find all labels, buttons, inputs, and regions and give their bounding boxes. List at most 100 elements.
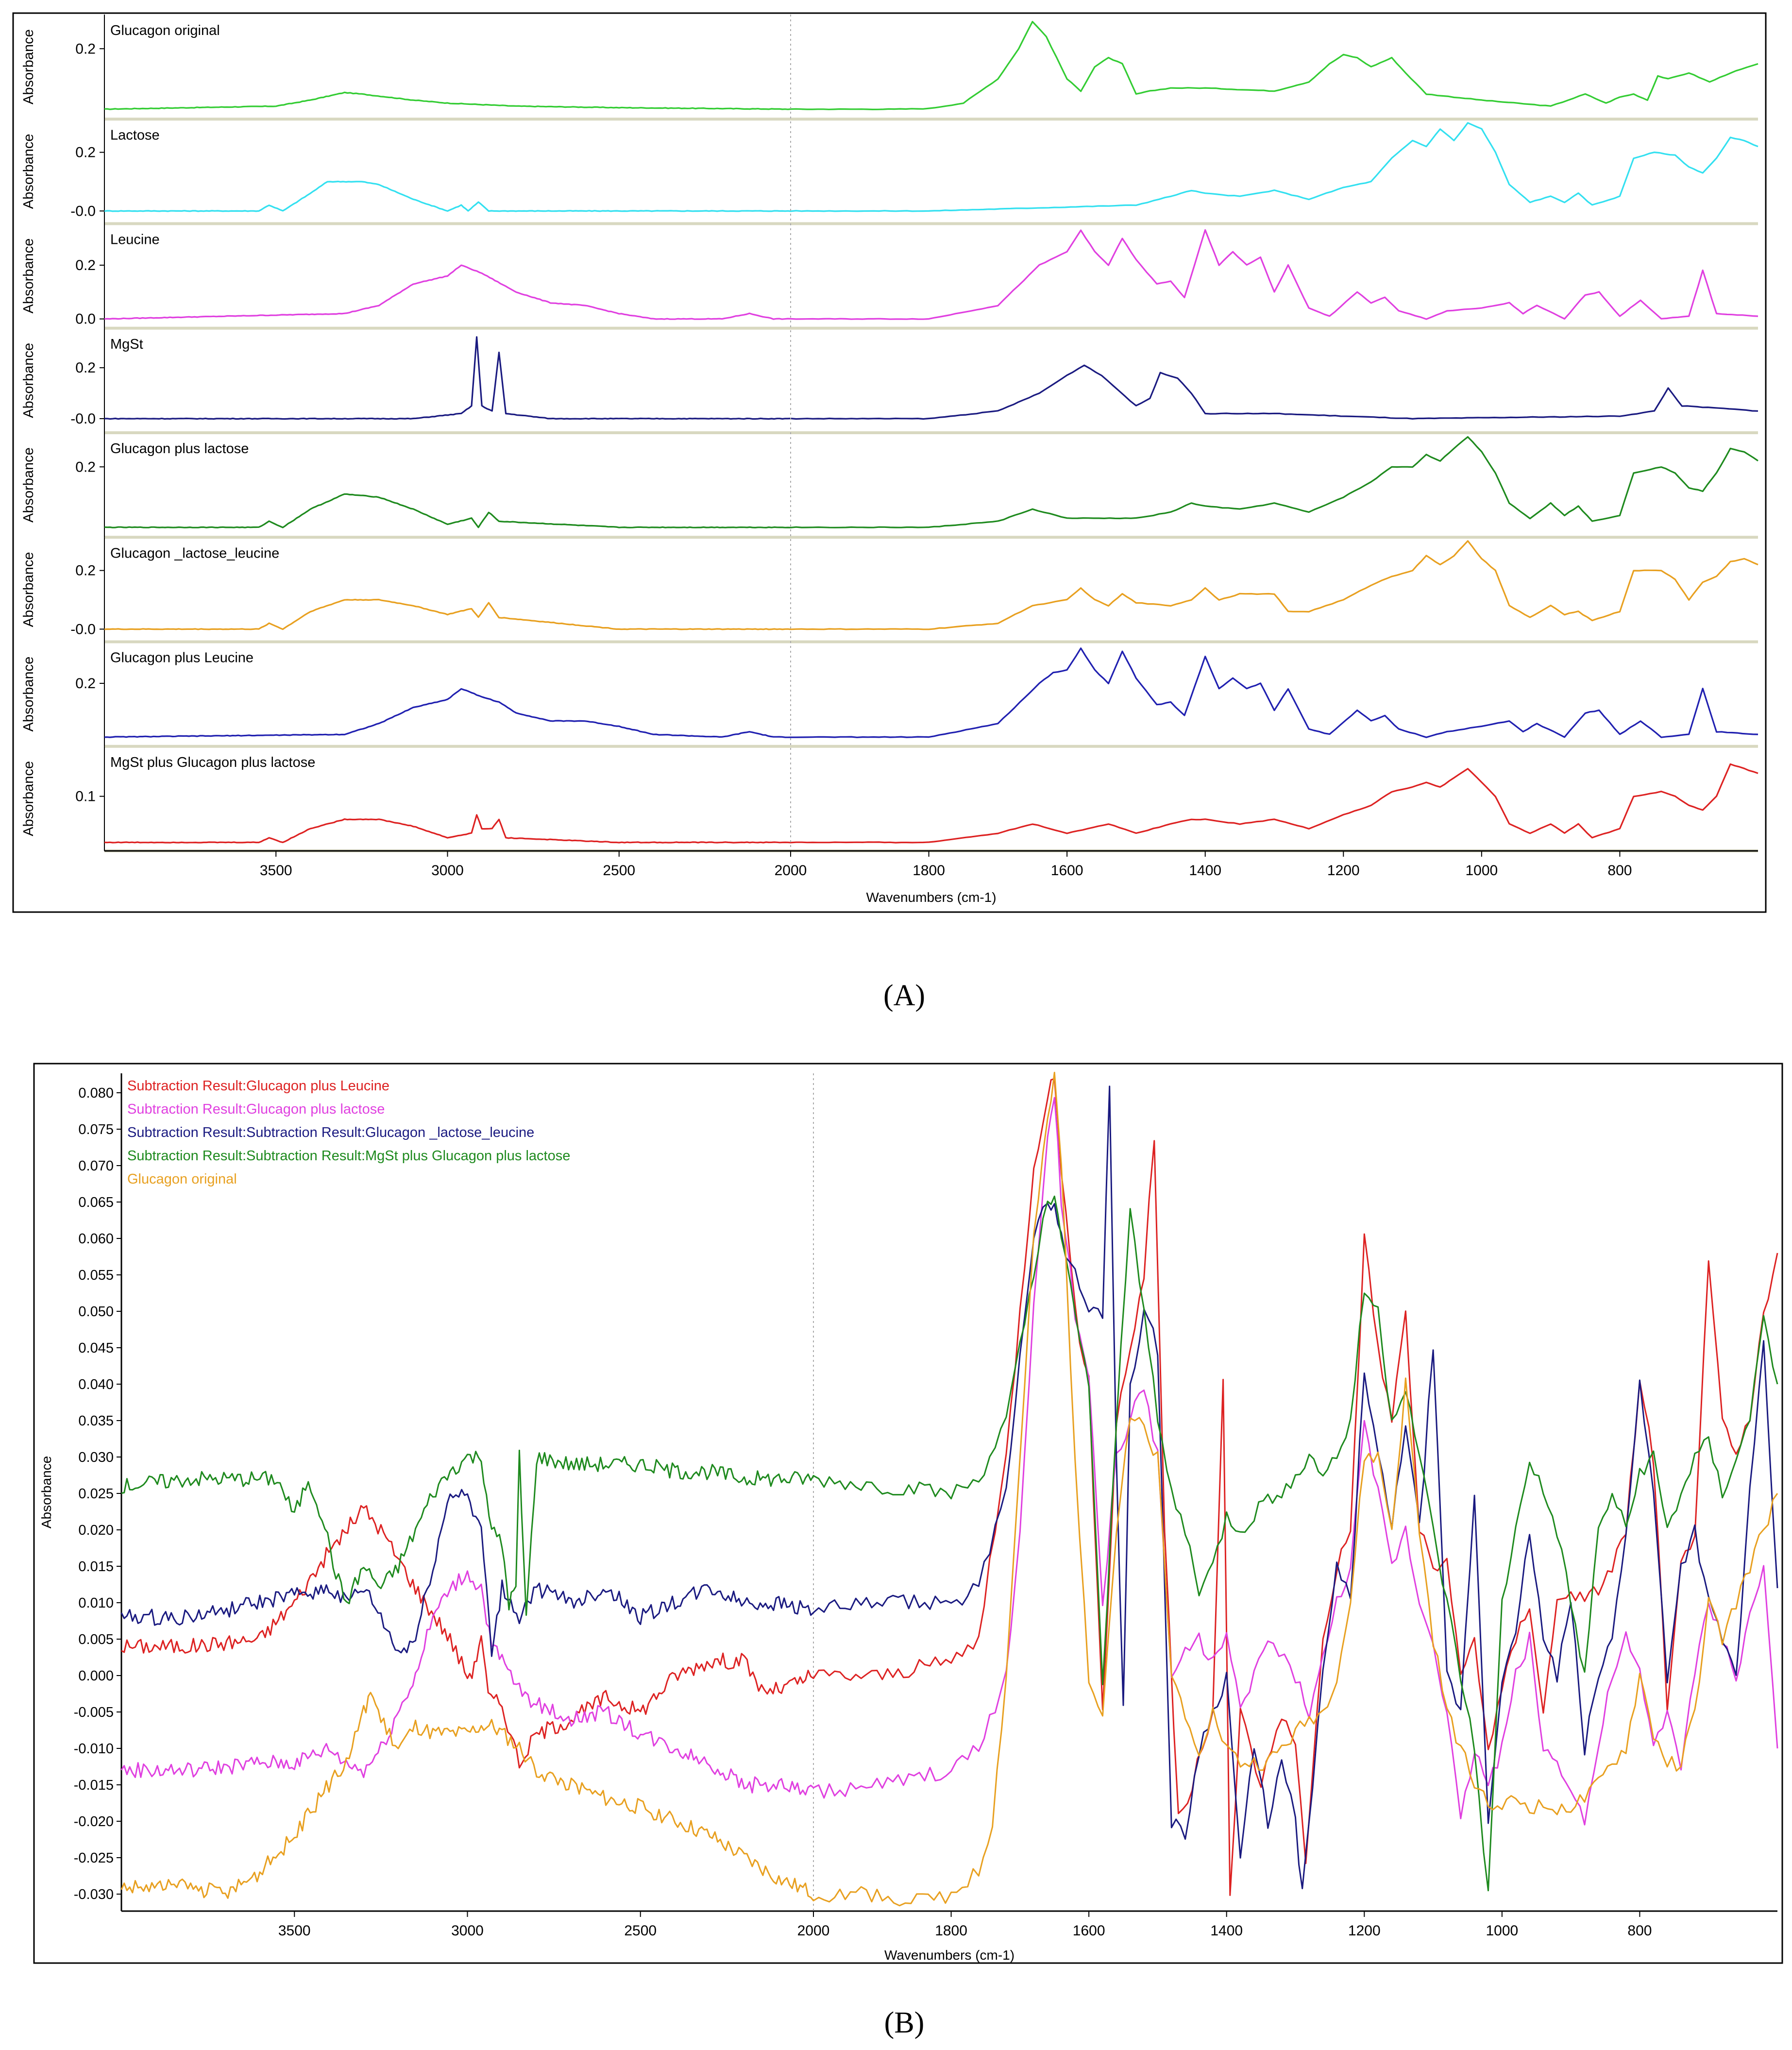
strip-1: 0.2 Absorbance Glucagon original — [21, 15, 1758, 121]
x-tick-label: 1600 — [1073, 1923, 1105, 1939]
x-tick-label: 1200 — [1327, 863, 1360, 879]
x-tick-label: 800 — [1607, 863, 1632, 879]
series-line — [104, 540, 1758, 630]
y-tick-label: 0.020 — [78, 1523, 114, 1538]
y-tick-label: 0.000 — [78, 1668, 114, 1684]
strip-5: 0.2 Absorbance Glucagon plus lactose — [21, 433, 1758, 539]
y-tick-label: 0.1 — [75, 789, 96, 805]
panel-b-chart: 0.080 0.075 0.070 0.065 0.060 0.055 0.050 0.045… — [33, 1063, 1783, 1964]
series-line — [120, 1071, 1778, 1907]
y-tick-label: 0.065 — [78, 1195, 114, 1210]
y-axis-label: Absorbance — [21, 134, 36, 209]
y-tick-label: 0.055 — [78, 1268, 114, 1283]
y-tick-label: 0.050 — [78, 1304, 114, 1320]
series-label: Glucagon plus lactose — [110, 441, 249, 457]
series-line — [104, 647, 1758, 738]
strip-2: 0.2 -0.0 Absorbance Lactose — [21, 119, 1758, 225]
y-tick-label: -0.015 — [74, 1778, 114, 1793]
y-tick-label: 0.025 — [78, 1486, 114, 1502]
series-line — [104, 436, 1758, 528]
y-tick-label: 0.010 — [78, 1595, 114, 1611]
y-axis-label: Absorbance — [21, 552, 36, 627]
panel-b-frame — [33, 1063, 1783, 1964]
x-tick-label: 1400 — [1189, 863, 1221, 879]
y-tick-label: -0.0 — [70, 411, 96, 427]
series-line — [120, 1085, 1778, 1889]
x-tick-label: 1800 — [935, 1923, 967, 1939]
y-axis-label: Absorbance — [21, 447, 36, 523]
y-tick-label: -0.005 — [74, 1705, 114, 1720]
legend-entry: Subtraction Result:Subtraction Result:Mg… — [127, 1148, 570, 1164]
legend-entry: Subtraction Result:Glucagon plus Leucine — [127, 1078, 389, 1094]
x-tick-label: 1600 — [1051, 863, 1083, 879]
series-label: Leucine — [110, 232, 160, 248]
series-label: MgSt — [110, 337, 143, 352]
x-tick-label: 3000 — [431, 863, 464, 879]
series-line — [104, 21, 1758, 110]
y-tick-label: 0.2 — [75, 145, 96, 161]
strip-4: 0.2 -0.0 Absorbance MgSt — [21, 328, 1758, 434]
y-tick-label: -0.020 — [74, 1814, 114, 1830]
y-tick-label: 0.045 — [78, 1340, 114, 1356]
y-tick-label: 0.2 — [75, 41, 96, 57]
series-label: Glucagon plus Leucine — [110, 650, 254, 666]
series-label: Lactose — [110, 127, 160, 143]
y-axis-label: Absorbance — [21, 343, 36, 418]
y-tick-label: 0.060 — [78, 1231, 114, 1247]
series-line — [104, 763, 1758, 844]
legend-entry: Subtraction Result:Subtraction Result:Gl… — [127, 1125, 534, 1140]
y-tick-label: 0.080 — [78, 1085, 114, 1101]
strip-3: 0.2 0.0 Absorbance Leucine — [21, 223, 1758, 330]
y-tick-label: 0.015 — [78, 1559, 114, 1575]
y-axis-label: Absorbance — [21, 657, 36, 732]
series-label: Glucagon _lactose_leucine — [110, 545, 279, 561]
y-tick-label: 0.030 — [78, 1450, 114, 1465]
x-tick-label: 3500 — [260, 863, 292, 879]
panel-b-y-axis-label: Absorbance — [39, 1456, 54, 1528]
x-tick-label: 2000 — [775, 863, 807, 879]
panel-b-plot-area: 0.080 0.075 0.070 0.065 0.060 0.055 0.050 0.045… — [74, 1071, 1778, 1939]
x-tick-label: 1000 — [1465, 863, 1498, 879]
x-tick-label: 1800 — [913, 863, 945, 879]
y-tick-label: -0.010 — [74, 1741, 114, 1757]
series-label: MgSt plus Glucagon plus lactose — [110, 755, 315, 770]
x-tick-label: 1400 — [1210, 1923, 1243, 1939]
panel-b-caption: (B) — [884, 2006, 925, 2039]
panel-a-frame — [12, 12, 1767, 913]
series-line — [121, 1078, 1778, 1896]
series-line — [104, 336, 1758, 420]
series-line — [120, 1097, 1778, 1826]
series-line — [121, 1195, 1778, 1892]
panel-a-caption: (A) — [883, 979, 925, 1012]
panel-a-x-axis: 3500 3000 2500 2000 1800 1600 1400 1200 1000 800 — [104, 850, 1758, 879]
x-tick-label: 2000 — [797, 1923, 830, 1939]
y-tick-label: -0.025 — [74, 1850, 114, 1866]
y-axis-label: Absorbance — [21, 761, 36, 836]
x-tick-label: 2500 — [603, 863, 635, 879]
x-tick-label: 1200 — [1348, 1923, 1381, 1939]
x-tick-label: 3500 — [278, 1923, 311, 1939]
y-tick-label: 0.040 — [78, 1377, 114, 1392]
y-axis-label: Absorbance — [21, 29, 36, 104]
y-tick-label: 0.2 — [75, 360, 96, 376]
panel-a-chart: 0.2 Absorbance Glucagon original 0.2 -0.0 Abs… — [12, 12, 1767, 913]
y-tick-label: 0.035 — [78, 1413, 114, 1429]
y-tick-label: -0.030 — [74, 1887, 114, 1902]
y-tick-label: 0.2 — [75, 459, 96, 475]
legend-entry: Glucagon original — [127, 1171, 237, 1187]
y-axis-label: Absorbance — [21, 238, 36, 314]
panel-b-legend: Subtraction Result:Glucagon plus Leucine… — [127, 1078, 570, 1187]
x-tick-label: 800 — [1627, 1923, 1652, 1939]
legend-entry: Subtraction Result:Glucagon plus lactose — [127, 1101, 385, 1117]
y-tick-label: 0.0 — [75, 311, 96, 327]
x-tick-label: 2500 — [624, 1923, 657, 1939]
y-tick-label: 0.070 — [78, 1158, 114, 1174]
y-tick-label: 0.2 — [75, 257, 96, 273]
strip-6: 0.2 -0.0 Absorbance Glucagon _lactose_leuci… — [21, 537, 1758, 644]
y-tick-label: 0.2 — [75, 563, 96, 579]
x-tick-label: 3000 — [451, 1923, 484, 1939]
panel-a-strips: 0.2 Absorbance Glucagon original 0.2 -0.0 Abs… — [21, 15, 1758, 852]
series-line — [104, 122, 1758, 212]
series-label: Glucagon original — [110, 23, 220, 38]
